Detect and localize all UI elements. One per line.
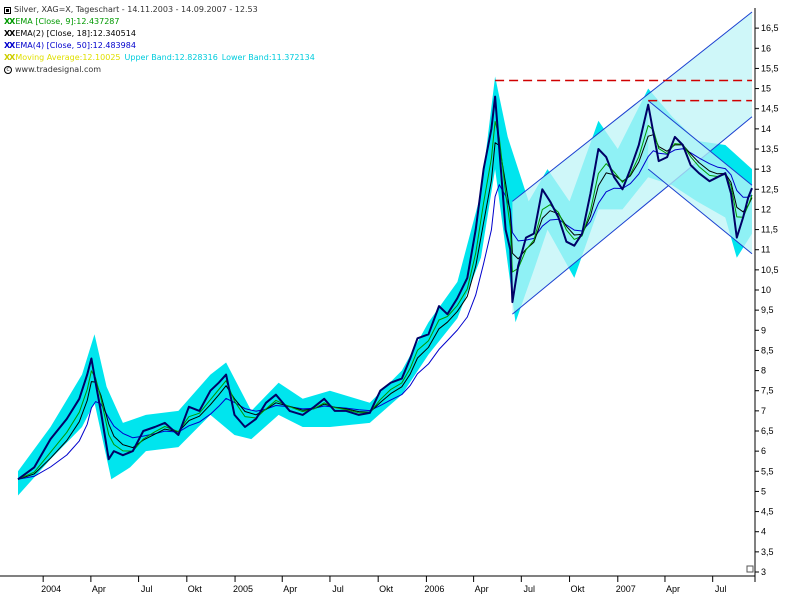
legend-upper-band: Upper Band:12.828316 [124,53,218,62]
y-tick-label: 4 [761,527,766,537]
legend-bands-row: XX Moving Average:12.10025 Upper Band:12… [4,52,315,64]
x-tick-label: Apr [283,584,297,594]
y-tick-label: 8,5 [761,345,774,355]
chart-legend: Silver, XAG=X, Tageschart - 14.11.2003 -… [4,4,315,76]
y-tick-label: 11 [761,245,770,255]
y-tick-label: 13 [761,164,771,174]
legend-title: Silver, XAG=X, Tageschart - 14.11.2003 -… [14,5,258,14]
x-tick-label: Okt [379,584,394,594]
x-tick-label: Apr [92,584,106,594]
y-tick-label: 10,5 [761,265,779,275]
copyright-text: www.tradesignal.com [15,65,102,74]
y-axis-ticks: 3 3,5 4 4,5 5 5,5 6 6,5 7 7,5 8 8,5 9 9,5 10 10,5 11 11,5… [755,23,779,577]
indicator-marker-icon: XX [4,17,15,26]
x-tick-label: Okt [188,584,203,594]
resistance-lines [495,79,752,102]
y-tick-label: 9,5 [761,305,774,315]
y-tick-label: 15,5 [761,63,779,73]
x-tick-label: 2007 [616,584,636,594]
x-tick-label: Apr [666,584,680,594]
downtrend-channel-upper-line [647,100,753,186]
y-tick-label: 7,5 [761,386,774,396]
y-tick-label: 3 [761,567,766,577]
legend-lower-band: Lower Band:11.372134 [221,53,315,62]
legend-copyright-row: c www.tradesignal.com [4,64,315,76]
x-tick-label: Jul [332,584,344,594]
downtrend-channel-lower-line [647,168,753,255]
y-tick-label: 16,5 [761,23,779,33]
y-tick-label: 7 [761,406,766,416]
y-tick-label: 14 [761,124,771,134]
y-tick-label: 3,5 [761,547,774,557]
y-tick-label: 4,5 [761,507,774,517]
indicator-marker-icon: XX [4,41,15,50]
uptrend-channel-upper-line [512,11,753,202]
y-tick-label: 14,5 [761,104,779,114]
chart-window-icon [4,6,11,14]
x-tick-label: 2005 [233,584,253,594]
x-axis-ticks: 2004 Apr Jul Okt 2005 Apr Jul Okt 2006 Apr Jul Okt 2… [41,576,726,594]
axes [0,8,756,582]
bollinger-band-envelope [18,76,752,496]
resize-handle-icon [746,565,754,573]
bollinger-band-area [18,76,752,496]
legend-title-row: Silver, XAG=X, Tageschart - 14.11.2003 -… [4,4,315,16]
y-tick-label: 5 [761,486,766,496]
y-tick-label: 6,5 [761,426,774,436]
legend-ema-9: EMA [Close, 9]:12.437287 [15,17,120,26]
y-tick-label: 15 [761,84,771,94]
legend-ema-50: EMA(4) [Close, 50]:12.483984 [15,41,136,50]
y-tick-label: 8 [761,366,766,376]
legend-ema-18-row: XX EMA(2) [Close, 18]:12.340514 [4,28,315,40]
y-tick-label: 13,5 [761,144,779,154]
x-tick-label: Jul [715,584,727,594]
y-tick-label: 16 [761,43,771,53]
y-tick-label: 6 [761,446,766,456]
x-tick-label: Apr [475,584,489,594]
y-tick-label: 5,5 [761,466,774,476]
x-tick-label: Jul [524,584,536,594]
legend-ema-18: EMA(2) [Close, 18]:12.340514 [15,29,136,38]
legend-ema-9-row: XX EMA [Close, 9]:12.437287 [4,16,315,28]
y-tick-label: 11,5 [761,225,778,235]
x-tick-label: Okt [571,584,586,594]
x-tick-label: Jul [141,584,153,594]
indicator-marker-icon: XX [4,53,15,62]
y-tick-label: 12 [761,204,771,214]
copyright-icon: c [4,66,12,74]
y-tick-label: 12,5 [761,184,779,194]
y-tick-label: 10 [761,285,771,295]
price-series [17,95,753,481]
price-line [17,95,753,481]
uptrend-channel-lower-line [512,116,753,315]
y-tick-label: 9 [761,325,766,335]
legend-moving-average: Moving Average:12.10025 [15,53,121,62]
x-tick-label: 2006 [424,584,444,594]
indicator-marker-icon: XX [4,29,15,38]
legend-ema-50-row: XX EMA(4) [Close, 50]:12.483984 [4,40,315,52]
x-tick-label: 2004 [41,584,61,594]
